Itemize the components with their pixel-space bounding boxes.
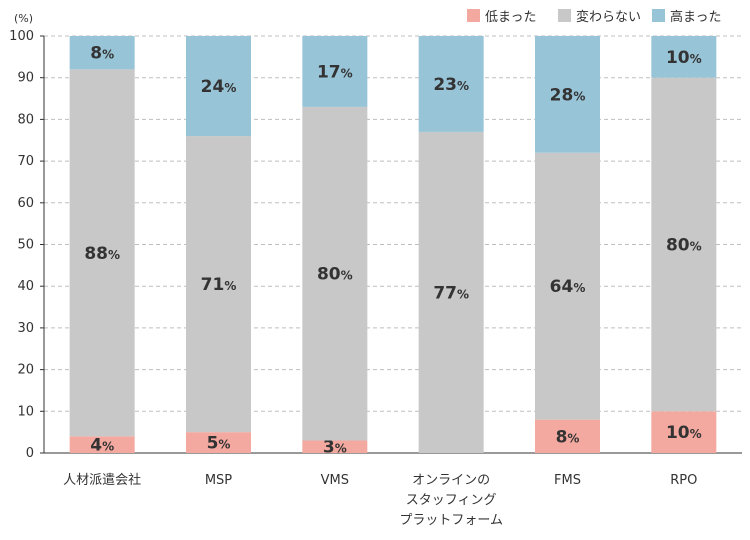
data-label: 88% (84, 244, 120, 264)
x-tick-label: スタッフィング (406, 493, 497, 508)
y-tick-label: 60 (17, 196, 34, 211)
x-tick-label: オンラインの (412, 473, 490, 488)
x-tick-label: 人材派遣会社 (63, 472, 141, 488)
y-tick-label: 40 (17, 279, 34, 294)
data-label: 71% (201, 275, 237, 295)
bar-segment (302, 106, 368, 441)
data-label: 5% (207, 434, 231, 454)
y-tick-label: 70 (17, 154, 34, 169)
y-tick-label: 50 (17, 238, 34, 253)
y-tick-label: 90 (17, 71, 34, 86)
legend-label: 変わらない (576, 9, 641, 25)
bar-segment (186, 136, 251, 433)
y-tick-label: 30 (17, 321, 34, 336)
data-label: 10% (666, 48, 702, 68)
bar-segment (69, 436, 135, 453)
legend-swatch (652, 9, 665, 22)
legend-swatch (467, 9, 480, 22)
data-label: 23% (433, 75, 469, 95)
data-label: 17% (317, 62, 353, 82)
bar-segment (302, 36, 368, 107)
bar-segment (69, 69, 135, 437)
bar-segment (418, 131, 484, 453)
bar-segment (651, 77, 717, 412)
x-tick-label: RPO (670, 473, 697, 488)
y-tick-label: 100 (9, 29, 34, 44)
y-tick-label: 20 (17, 363, 34, 378)
bar-segment (651, 411, 717, 453)
bar-segment (186, 36, 251, 137)
data-label: 64% (550, 277, 586, 297)
y-tick-label: 10 (17, 404, 34, 419)
bar-segment (651, 36, 717, 78)
bar-segment (535, 36, 600, 153)
data-label: 8% (90, 44, 114, 64)
x-tick-label: VMS (321, 473, 349, 488)
y-unit-label: (%) (14, 12, 33, 25)
bar-segment (69, 36, 135, 70)
bar-segment (535, 152, 600, 420)
legend-swatch (558, 9, 571, 22)
data-label: 24% (201, 77, 237, 97)
legend-label: 低まった (485, 10, 536, 25)
data-label: 80% (666, 236, 702, 256)
data-label: 3% (323, 438, 347, 458)
data-label: 80% (317, 265, 353, 285)
data-label: 10% (666, 423, 702, 443)
x-tick-label: プラットフォーム (399, 513, 503, 528)
data-label: 8% (556, 427, 580, 447)
bar-segment (418, 36, 484, 132)
bar-segment (302, 440, 368, 453)
data-label: 77% (433, 283, 469, 303)
bar-segment (535, 419, 600, 453)
bar-segment (186, 432, 251, 453)
data-label: 28% (550, 85, 586, 105)
y-tick-label: 0 (26, 446, 34, 461)
x-tick-label: MSP (205, 473, 232, 488)
y-tick-label: 80 (17, 112, 34, 127)
data-label: 4% (90, 436, 114, 456)
legend-label: 高まった (670, 9, 721, 25)
x-tick-label: FMS (554, 473, 581, 488)
